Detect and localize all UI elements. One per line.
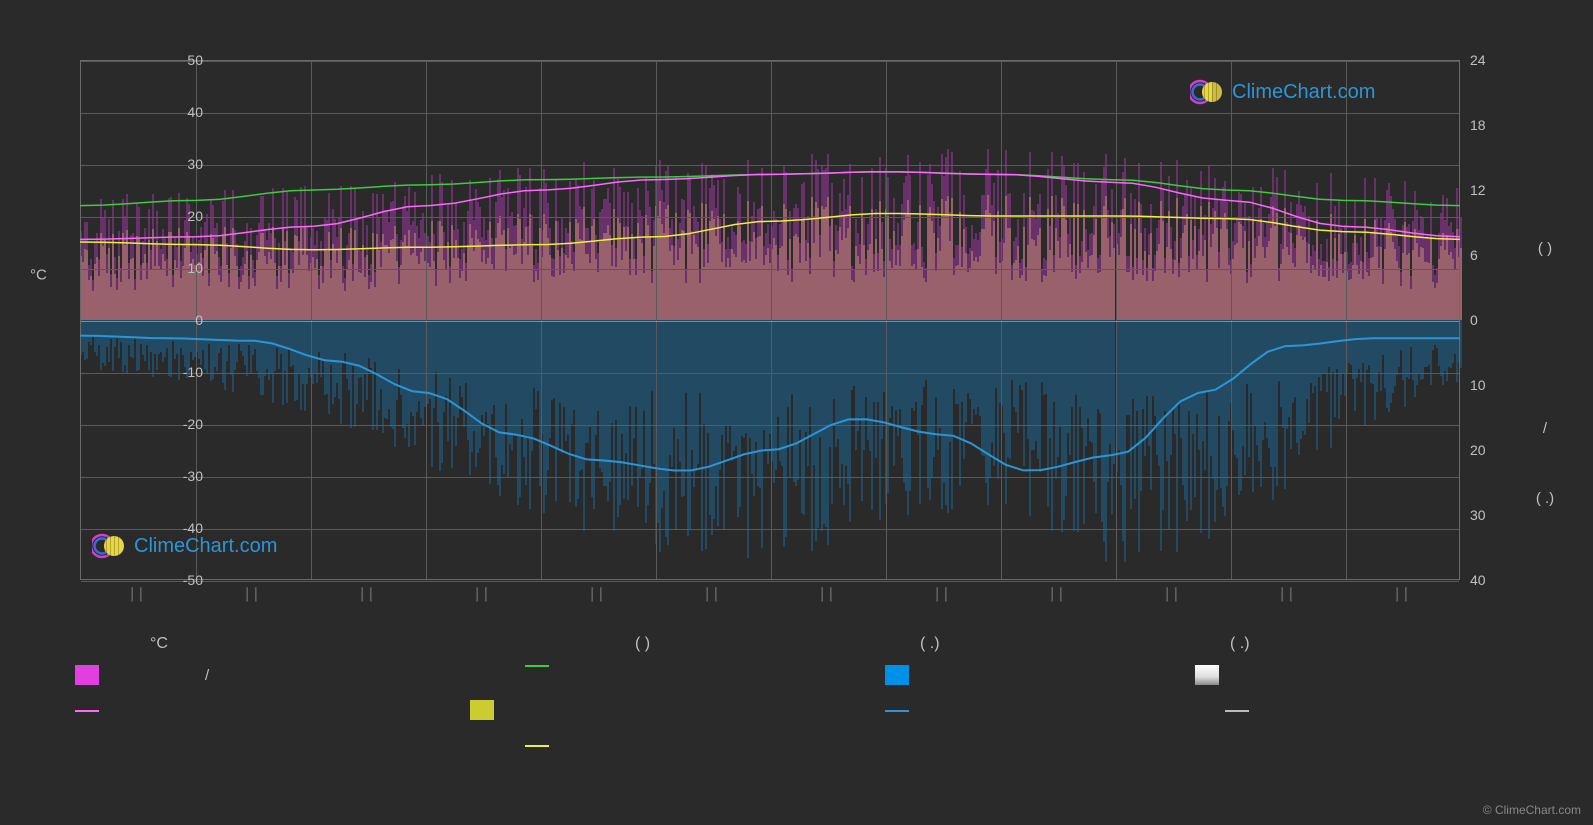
right-axis-title-upper: ( ) — [1530, 240, 1560, 257]
left-axis-tick: 0 — [163, 312, 203, 328]
logo-top-right: ClimeChart.com — [1190, 78, 1375, 106]
legend-item: / — [75, 665, 209, 685]
right-axis-title-slash: / — [1530, 420, 1560, 437]
x-axis-tick: ׀׀ — [1164, 588, 1182, 602]
logo-icon — [92, 532, 128, 560]
legend-item — [525, 665, 549, 667]
x-axis-tick: ׀׀ — [1279, 588, 1297, 602]
x-axis-tick: ׀׀ — [819, 588, 837, 602]
x-axis-tick: ׀׀ — [1049, 588, 1067, 602]
legend-swatch — [1225, 710, 1249, 712]
climate-chart: ClimeChart.com ClimeChart.com — [80, 60, 1460, 580]
legend-item — [470, 700, 494, 720]
x-axis-tick: ׀׀ — [934, 588, 952, 602]
left-axis-title: °C — [30, 267, 47, 284]
copyright-text: © ClimeChart.com — [1483, 803, 1581, 817]
right-axis-tick: 30 — [1470, 507, 1510, 523]
legend-swatch — [525, 665, 549, 667]
left-axis-tick: 40 — [163, 104, 203, 120]
legend-header: ( .) — [1230, 635, 1250, 653]
legend-swatch — [885, 710, 909, 712]
legend-label: / — [205, 667, 209, 684]
right-axis-tick: 20 — [1470, 442, 1510, 458]
x-axis-tick: ׀׀ — [244, 588, 262, 602]
legend-header: ( .) — [920, 635, 940, 653]
logo-text: ClimeChart.com — [134, 535, 277, 558]
x-axis-tick: ׀׀ — [474, 588, 492, 602]
min-temp-line — [80, 214, 1460, 250]
right-axis-tick: 10 — [1470, 377, 1510, 393]
right-axis-tick: 6 — [1470, 247, 1510, 263]
max-temp-line — [80, 172, 1460, 240]
left-axis-tick: -20 — [163, 416, 203, 432]
left-axis-tick: 30 — [163, 156, 203, 172]
sun-hours-line — [80, 172, 1460, 206]
right-axis-tick: 12 — [1470, 182, 1510, 198]
legend-swatch — [75, 710, 99, 712]
precip-line — [80, 336, 1460, 471]
legend-swatch — [470, 700, 494, 720]
right-axis-tick: 24 — [1470, 52, 1510, 68]
left-axis-tick: 10 — [163, 260, 203, 276]
x-axis-tick: ׀׀ — [704, 588, 722, 602]
right-axis-tick: 0 — [1470, 312, 1510, 328]
x-axis-tick: ׀׀ — [359, 588, 377, 602]
left-axis-tick: -10 — [163, 364, 203, 380]
left-axis-tick: -50 — [163, 572, 203, 588]
legend-header: ( ) — [635, 635, 650, 653]
logo-bottom-left: ClimeChart.com — [92, 532, 277, 560]
legend-swatch — [525, 745, 549, 747]
left-axis-tick: -40 — [163, 520, 203, 536]
legend-header: °C — [150, 635, 168, 653]
left-axis-tick: -30 — [163, 468, 203, 484]
legend-swatch — [75, 665, 99, 685]
right-axis-title-paren: ( .) — [1530, 490, 1560, 507]
legend-swatch — [885, 665, 909, 685]
logo-icon — [1190, 78, 1226, 106]
right-axis-tick: 40 — [1470, 572, 1510, 588]
left-axis-tick: 50 — [163, 52, 203, 68]
lines-layer — [80, 60, 1460, 580]
x-axis-tick: ׀׀ — [129, 588, 147, 602]
legend-item — [885, 710, 909, 712]
legend-item — [525, 745, 549, 747]
logo-text: ClimeChart.com — [1232, 81, 1375, 104]
legend-swatch — [1195, 665, 1219, 685]
legend-item — [885, 665, 909, 685]
left-axis-tick: 20 — [163, 208, 203, 224]
x-axis-tick: ׀׀ — [589, 588, 607, 602]
x-axis-tick: ׀׀ — [1394, 588, 1412, 602]
right-axis-tick: 18 — [1470, 117, 1510, 133]
legend-item — [75, 710, 99, 712]
legend-item — [1195, 665, 1219, 685]
legend-item — [1225, 710, 1249, 712]
